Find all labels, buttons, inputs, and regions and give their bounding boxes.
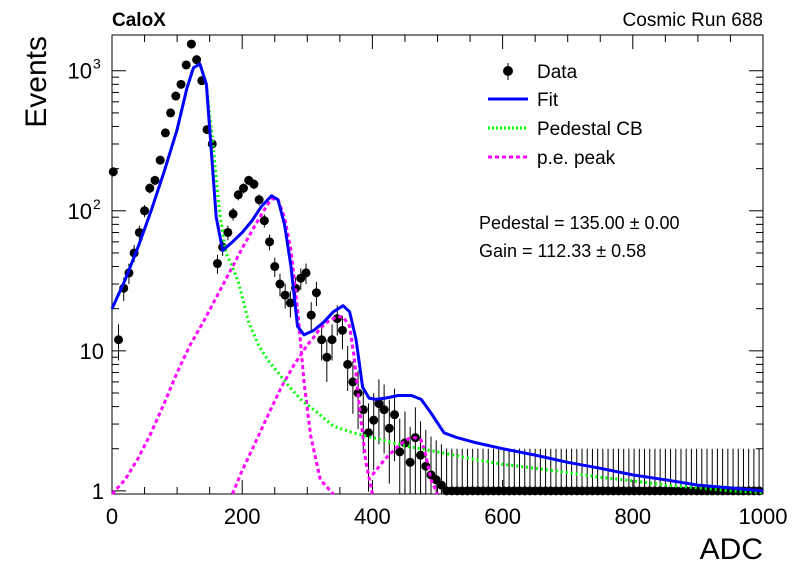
data-point [254,195,264,205]
data-point [114,335,124,345]
data-point [353,388,363,398]
data-point [275,279,285,289]
x-tick-label: 0 [106,504,118,529]
data-point [166,108,176,118]
data-point [192,55,202,65]
data-point [181,60,191,70]
legend-entry-pedestal: Pedestal CB [488,119,643,140]
data-point [374,399,384,409]
annotation-pedestal: Pedestal = 135.00 ± 0.00 [479,213,680,233]
data-point [150,175,160,185]
series-line-p-e-peak-2 [231,315,374,495]
data-point [285,298,295,308]
data-point [306,310,316,320]
legend-label-fit: Fit [537,90,559,111]
curve-layer [110,62,764,496]
data-point [259,216,269,226]
data-point [239,183,249,193]
data-point [223,227,233,237]
data-point [233,190,243,200]
data-point [171,91,181,101]
series-line-fit [110,62,764,493]
y-tick-label: 10 [68,59,92,84]
data-point [317,335,327,345]
data-point [395,447,405,457]
legend-entry-data: Data [503,62,578,83]
data-point [337,325,347,335]
legend-label-pe-peak: p.e. peak [537,148,616,169]
y-tick-exponent: 2 [93,196,101,212]
y-axis-label: Events [20,36,53,128]
series-line-pedestal-cb [110,62,764,495]
data-point [343,359,353,369]
legend-label-pedestal: Pedestal CB [537,119,643,140]
data-point [416,450,426,460]
data-point [405,457,415,467]
data-point [379,405,389,415]
x-axis-label: ADC [700,533,763,566]
data-point [322,352,332,362]
data-point [249,179,259,189]
series-line-p-e-peak-1 [110,197,335,496]
data-point [358,405,368,415]
chart-label-left: CaloX [112,10,166,31]
data-point [228,209,238,219]
legend: Data Fit Pedestal CB p.e. peak [488,62,643,169]
annotation-gain: Gain = 112.33 ± 0.58 [479,241,646,261]
series-line-p-e-peak-3 [371,436,439,495]
x-tick-label: 800 [614,504,651,529]
data-point [140,206,150,216]
y-tick-label: 10 [68,199,92,224]
x-tick-label: 200 [224,504,261,529]
data-point [384,423,394,433]
data-point [270,262,280,272]
data-point [369,415,379,425]
y-tick-exponent: 3 [93,56,101,72]
data-point [327,335,337,345]
data-point [301,268,311,278]
chart-label-right: Cosmic Run 688 [623,10,763,31]
x-tick-label: 400 [354,504,391,529]
data-point [311,288,321,298]
data-point [160,128,170,138]
data-point [265,237,275,247]
data-point [390,410,400,420]
data-point [186,39,196,49]
x-tick-label: 600 [484,504,521,529]
data-point [155,155,165,165]
legend-entry-fit: Fit [488,90,559,111]
y-tick-label: 1 [92,479,104,504]
legend-entry-pe-peak: p.e. peak [488,148,616,169]
legend-label-data: Data [537,62,578,83]
data-point [108,167,118,177]
data-point [436,480,446,490]
data-point [145,183,155,193]
x-tick-label: 1000 [739,504,788,529]
y-tick-label: 10 [80,339,104,364]
data-point [176,79,186,89]
data-point [280,290,290,300]
data-point [212,259,222,269]
